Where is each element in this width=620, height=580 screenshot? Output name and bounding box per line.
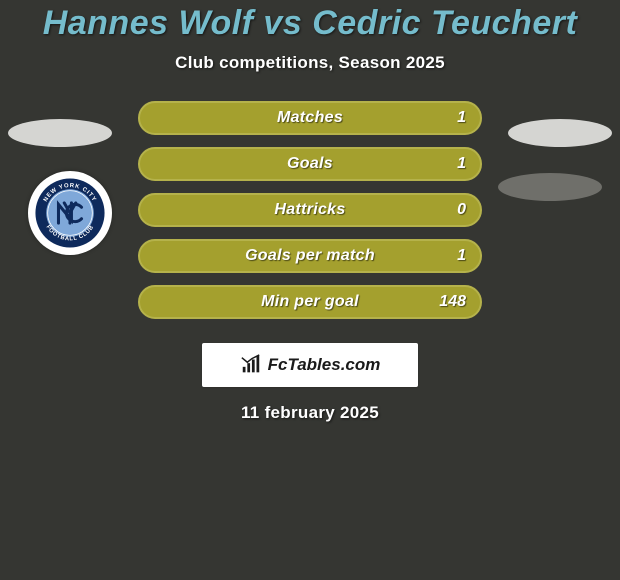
stat-value-right: 0 [457, 201, 466, 219]
nycfc-badge-icon: NEW YORK CITY FOOTBALL CLUB [34, 177, 106, 249]
date-line: 11 february 2025 [0, 403, 620, 423]
page-title: Hannes Wolf vs Cedric Teuchert [0, 0, 620, 43]
stat-value-right: 1 [457, 109, 466, 127]
stat-label: Goals per match [245, 247, 375, 265]
stat-label: Hattricks [274, 201, 345, 219]
subtitle: Club competitions, Season 2025 [0, 53, 620, 73]
stat-row: Goals per match 1 [138, 239, 482, 273]
club-badge-nycfc: NEW YORK CITY FOOTBALL CLUB [28, 171, 112, 255]
decorative-ellipse-left [8, 119, 112, 147]
stat-label: Matches [277, 109, 343, 127]
stat-row: Hattricks 0 [138, 193, 482, 227]
stat-value-right: 1 [457, 247, 466, 265]
stat-row: Goals 1 [138, 147, 482, 181]
stat-row: Min per goal 148 [138, 285, 482, 319]
brand-box[interactable]: FcTables.com [202, 343, 418, 387]
stat-label: Min per goal [261, 293, 359, 311]
stats-container: NEW YORK CITY FOOTBALL CLUB Matches1Goal… [0, 101, 620, 319]
stat-value-right: 148 [439, 293, 466, 311]
decorative-ellipse-right-bottom [498, 173, 602, 201]
bar-chart-icon [240, 354, 262, 376]
brand-text: FcTables.com [268, 355, 381, 375]
stat-label: Goals [287, 155, 333, 173]
stat-rows: Matches 1 Goals 1 Hattricks 0 Goals per match 1… [138, 101, 482, 319]
stat-row: Matches 1 [138, 101, 482, 135]
stat-value-right: 1 [457, 155, 466, 173]
decorative-ellipse-right-top [508, 119, 612, 147]
